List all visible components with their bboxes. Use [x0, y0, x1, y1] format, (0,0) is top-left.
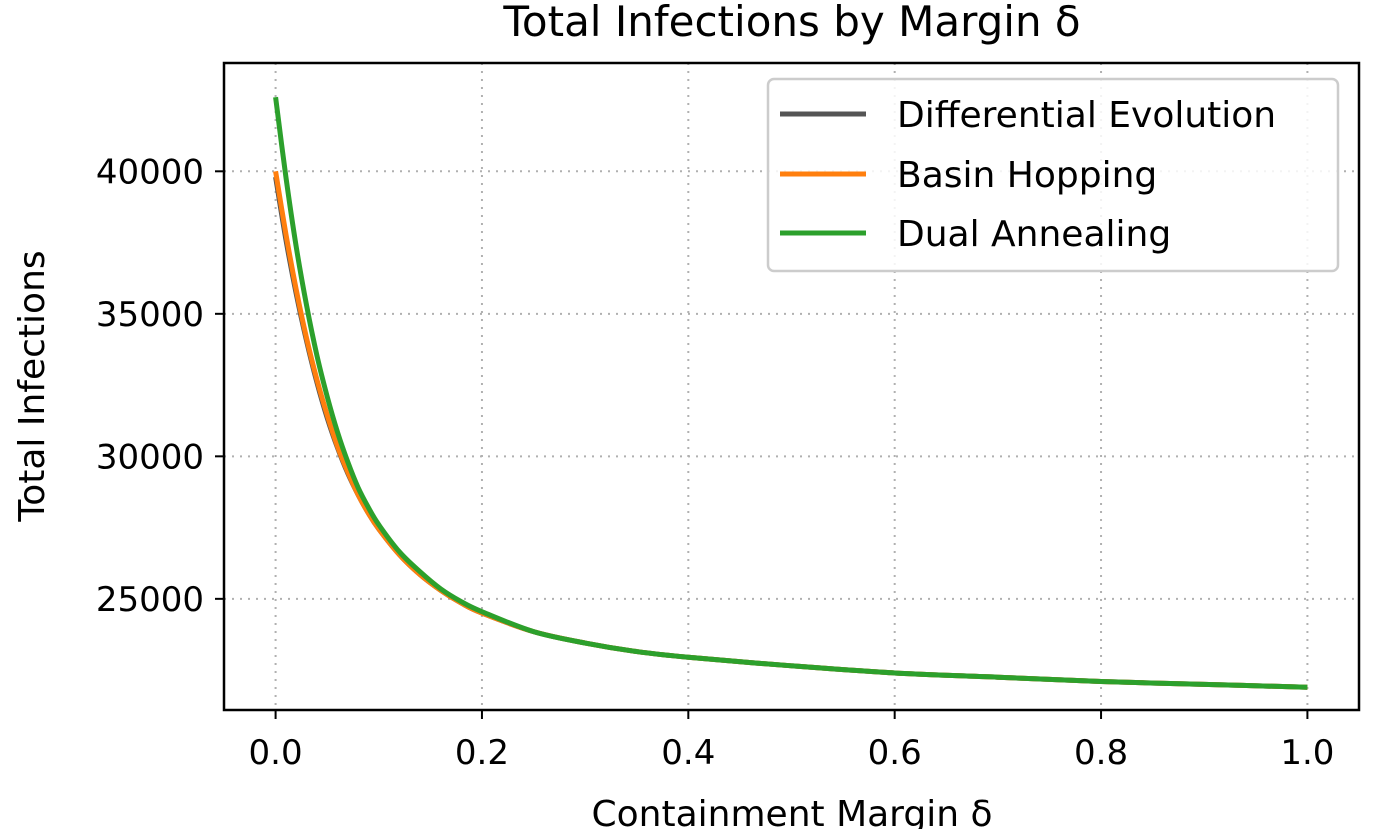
x-tick-label: 1.0 — [1280, 733, 1334, 773]
series-layer — [273, 96, 1308, 690]
y-tick-label: 40000 — [96, 152, 204, 192]
x-tick-label: 0.8 — [1074, 733, 1128, 773]
x-tick-label: 0.4 — [661, 733, 715, 773]
legend-box — [766, 77, 1340, 273]
legend-label-differential-evolution: Differential Evolution — [897, 95, 1276, 136]
y-tick-label: 30000 — [96, 437, 204, 477]
y-tick-label: 35000 — [96, 295, 204, 335]
axis-ticks: 0.0 0.2 0.4 0.6 0.8 1.0 25000 30000 35000 40000 — [96, 152, 1335, 773]
y-axis-label: Total Infections — [12, 250, 53, 522]
legend: Differential Evolution Basin Hopping Dua… — [766, 77, 1340, 273]
series-line-dual-annealing — [273, 96, 1308, 690]
x-axis-label: Containment Margin δ — [592, 794, 993, 829]
y-tick-label: 25000 — [96, 580, 204, 620]
x-tick-label: 0.0 — [249, 733, 303, 773]
chart-title: Total Infections by Margin δ — [502, 0, 1080, 46]
x-tick-label: 0.6 — [868, 733, 922, 773]
x-tick-label: 0.2 — [455, 733, 509, 773]
legend-label-dual-annealing: Dual Annealing — [897, 214, 1171, 255]
plot-area — [222, 61, 1361, 712]
legend-label-basin-hopping: Basin Hopping — [897, 155, 1157, 196]
